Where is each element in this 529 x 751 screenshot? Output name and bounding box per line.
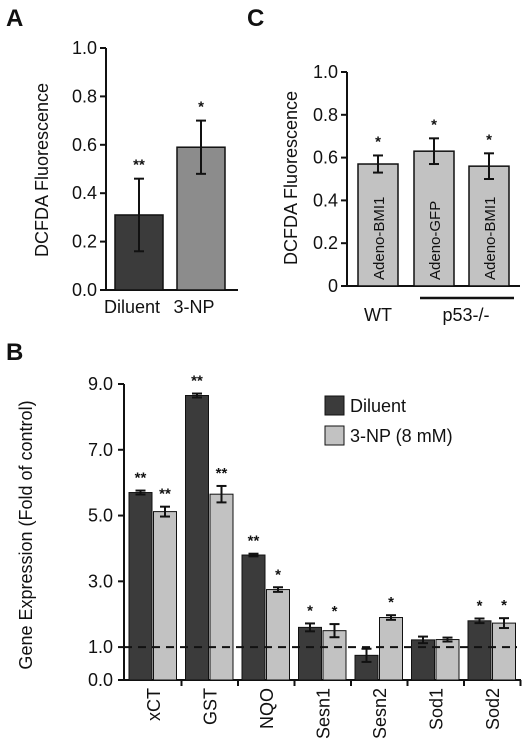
- panel-b-significance: *: [501, 597, 507, 614]
- panel-c-ytick-label: 0.2: [313, 233, 338, 253]
- panel-b-ylabel: Gene Expression (Fold of control): [16, 400, 36, 669]
- panel-b-significance: *: [307, 602, 313, 619]
- panel-a-ytick-label: 0.4: [72, 183, 97, 203]
- legend-swatch-diluent: [324, 395, 345, 416]
- panel-b-xtick-label: Sod1: [427, 688, 447, 730]
- legend-label-3np: 3-NP (8 mM): [350, 426, 453, 446]
- panel-c-ylabel: DCFDA Fluorescence: [281, 91, 301, 265]
- panel-a-ytick-label: 0.0: [72, 280, 97, 300]
- panel-b-significance: **: [216, 465, 228, 482]
- panel-b-significance: **: [159, 486, 171, 503]
- panel-a-significance: *: [198, 99, 204, 116]
- panel-b-ytick-label: 9.0: [88, 374, 113, 394]
- panel-c-ytick-label: 0: [328, 276, 338, 296]
- panel-b-ytick-label: 7.0: [88, 440, 113, 460]
- panel-b-bar: [435, 639, 460, 681]
- panel-b-xtick-label: xCT: [144, 688, 164, 721]
- panel-c-significance: *: [431, 116, 437, 133]
- panel-c-bar: [413, 150, 455, 287]
- panel-b-significance: *: [388, 594, 394, 611]
- panel-c-ytick-label: 1.0: [313, 62, 338, 82]
- panel-b-legend: Diluent 3-NP (8 mM): [324, 395, 453, 446]
- panel-c-significance: *: [486, 131, 492, 148]
- panel-letter-c: C: [247, 5, 264, 32]
- panel-b-significance: *: [275, 566, 281, 583]
- panel-c-ytick-label: 0.8: [313, 105, 338, 125]
- panel-b-bar: [411, 639, 435, 681]
- panel-b-xtick-label: GST: [201, 688, 221, 725]
- panel-b-chart: Gene Expression (Fold of control) Diluen…: [16, 373, 522, 739]
- panel-b-ytick-label: 0.0: [88, 670, 113, 690]
- panel-b-significance: **: [191, 373, 203, 390]
- panel-b-xtick-label: Sesn1: [314, 688, 334, 739]
- panel-a-ytick-label: 0.2: [72, 232, 97, 252]
- legend-swatch-3np: [324, 425, 345, 446]
- panel-c-ytick-label: 0.4: [313, 190, 338, 210]
- panel-a-xtick-label: Diluent: [104, 297, 160, 317]
- panel-b-bar: [185, 395, 209, 681]
- panel-b-bar: [298, 626, 322, 681]
- panel-a-ylabel: DCFDA Fluorescence: [32, 83, 52, 257]
- panel-b-xtick-label: Sod2: [483, 688, 503, 730]
- panel-b-bar: [467, 620, 492, 681]
- panel-b-significance: *: [332, 603, 338, 620]
- panel-c-bar: [357, 163, 399, 287]
- panel-c-bar-label: Adeno-BMI1: [482, 197, 499, 280]
- panel-b-bar: [209, 493, 234, 681]
- panel-b-bar: [266, 589, 290, 681]
- panel-a-ytick-label: 0.8: [72, 86, 97, 106]
- panel-b-bar: [128, 492, 153, 681]
- panel-b-bar: [153, 511, 177, 681]
- panel-b-significance: *: [477, 597, 483, 614]
- panel-a-ytick-label: 0.6: [72, 135, 97, 155]
- panel-a-ytick-label: 1.0: [72, 38, 97, 58]
- panel-b-significance: **: [248, 533, 260, 550]
- panel-c-chart: DCFDA Fluorescence 0 0.2 0.4 0.6 0.8 1.0 * Aden…: [281, 62, 520, 325]
- panel-a-significance: **: [133, 157, 145, 174]
- panel-c-bar-label: Adeno-GFP: [427, 201, 444, 280]
- panel-c-group-label: WT: [364, 305, 392, 325]
- panel-c-ytick-label: 0.6: [313, 148, 338, 168]
- panel-c-bar: [468, 165, 510, 287]
- panel-b-ytick-label: 3.0: [88, 571, 113, 591]
- panel-b-ytick-label: 1.0: [88, 637, 113, 657]
- panel-b-xtick-label: Sesn2: [370, 688, 390, 739]
- legend-label-diluent: Diluent: [350, 396, 406, 416]
- panel-b-bar: [379, 617, 403, 681]
- panel-b-ytick-label: 5.0: [88, 506, 113, 526]
- panel-a-chart: DCFDA Fluorescence 0.0 0.2 0.4 0.6 0.8 1.0 ** D…: [32, 38, 238, 317]
- panel-letter-a: A: [6, 5, 23, 32]
- panel-c-group-label: p53-/-: [442, 305, 489, 325]
- panel-b-xtick-label: NQO: [257, 688, 277, 729]
- panel-c-bar-label: Adeno-BMI1: [371, 197, 388, 280]
- panel-a-xtick-label: 3-NP: [173, 297, 214, 317]
- panel-b-significance: **: [135, 470, 147, 487]
- panel-b-bar: [241, 554, 266, 681]
- panel-letter-b: B: [6, 339, 23, 366]
- panel-b-bar: [492, 622, 516, 681]
- panel-c-significance: *: [375, 133, 381, 150]
